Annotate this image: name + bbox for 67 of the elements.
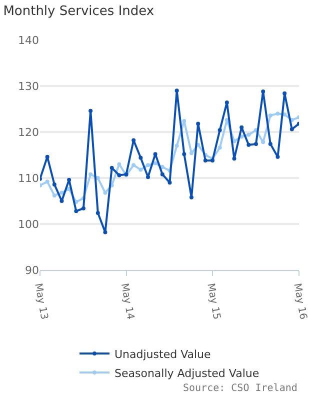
point	[203, 158, 208, 163]
y-tick-label: 130	[18, 80, 39, 93]
point	[189, 195, 194, 200]
point	[138, 168, 143, 172]
point	[182, 118, 186, 123]
point	[218, 146, 222, 150]
point	[261, 140, 266, 144]
point	[60, 190, 64, 195]
point	[246, 142, 251, 147]
legend-label: Unadjusted Value	[114, 348, 212, 361]
point	[160, 172, 164, 176]
point	[74, 209, 78, 214]
point	[138, 156, 143, 160]
point	[117, 173, 122, 178]
point	[88, 108, 93, 113]
point	[268, 142, 272, 146]
point	[103, 190, 108, 195]
point	[232, 156, 236, 161]
point	[276, 154, 280, 159]
y-tick-label: 140	[18, 34, 39, 47]
x-tick-label: May 14	[118, 282, 136, 320]
point	[45, 154, 50, 159]
point	[246, 132, 251, 137]
point	[174, 88, 179, 93]
y-tick-label: 100	[18, 218, 39, 231]
point	[153, 161, 158, 166]
point	[132, 138, 136, 142]
point	[254, 142, 258, 146]
point	[168, 180, 172, 185]
legend-label: Seasonally Adjusted Value	[114, 366, 260, 380]
point	[110, 166, 114, 170]
point	[268, 113, 272, 118]
point	[146, 175, 150, 180]
point	[52, 182, 56, 186]
y-tick-label: 120	[18, 126, 39, 139]
point	[290, 127, 294, 132]
chart-title: Monthly Services Index	[3, 4, 154, 20]
point	[96, 176, 100, 180]
x-tick-label: May 13	[32, 282, 50, 320]
y-tick-label: 90	[25, 264, 39, 277]
point	[261, 90, 266, 94]
point	[60, 199, 64, 203]
point	[45, 180, 50, 184]
point	[189, 151, 194, 156]
point	[174, 144, 179, 148]
y-tick-label: 110	[18, 172, 39, 185]
point	[88, 172, 93, 176]
point	[81, 206, 86, 210]
x-tick-label: May 16	[291, 282, 308, 320]
point	[276, 112, 280, 116]
x-tick-label: May 15	[204, 282, 222, 320]
point	[52, 193, 56, 198]
point	[196, 122, 200, 126]
point	[182, 152, 186, 156]
point	[153, 152, 158, 156]
point	[240, 125, 244, 130]
point	[132, 163, 136, 168]
point	[96, 210, 100, 215]
point	[218, 128, 222, 132]
point	[117, 162, 122, 166]
point	[67, 178, 72, 182]
point	[146, 163, 150, 168]
source-note: Source: CSO Ireland	[183, 383, 298, 394]
point	[224, 100, 229, 105]
point	[103, 230, 108, 234]
line-series	[40, 112, 299, 204]
point	[282, 91, 287, 96]
